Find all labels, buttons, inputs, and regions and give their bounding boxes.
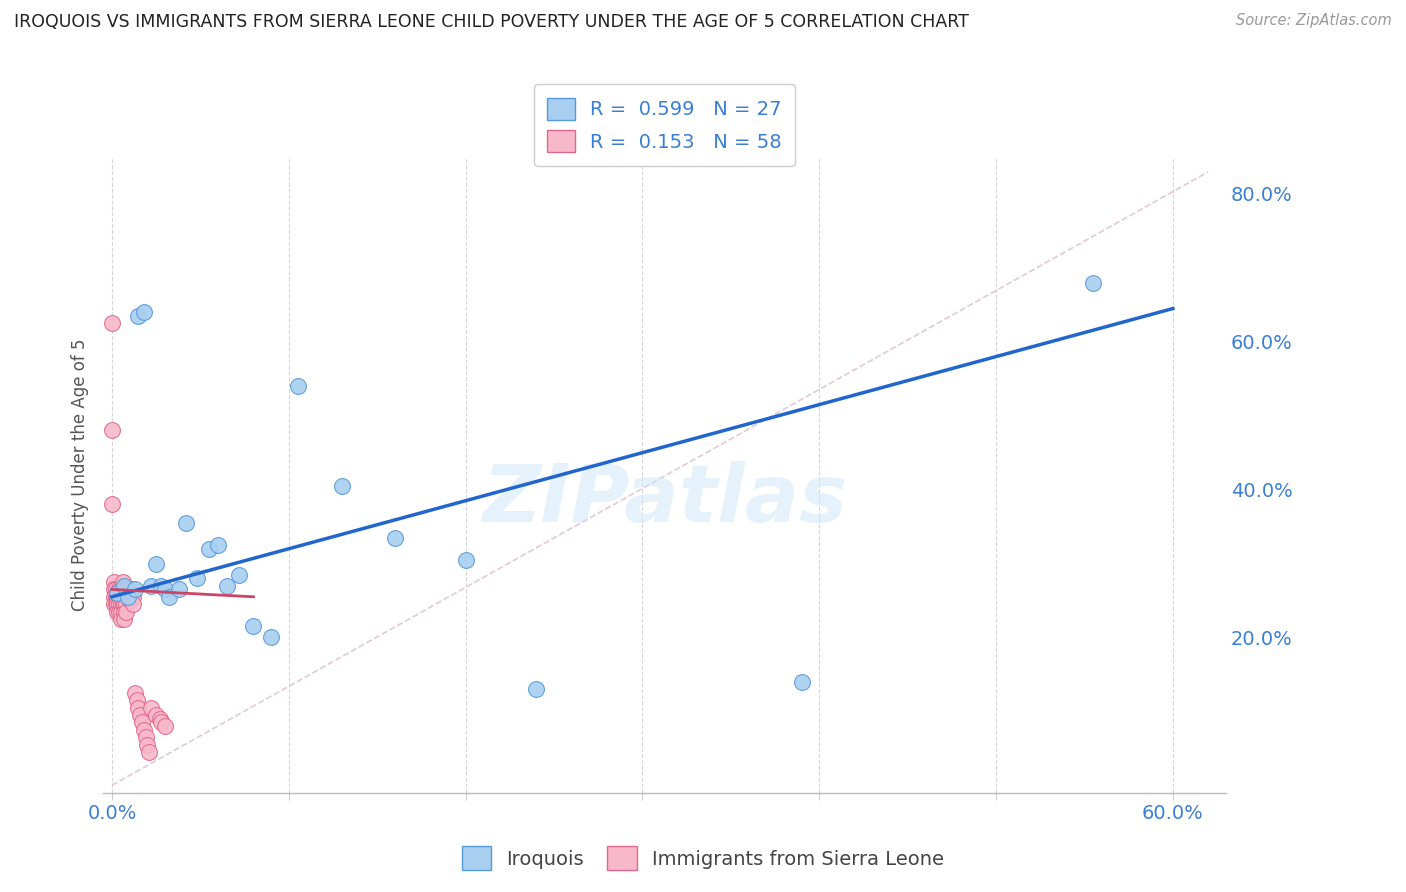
Point [198, 541, 221, 556]
Point [120, 582, 142, 597]
Point [117, 590, 139, 604]
Point [135, 731, 157, 745]
Point [186, 571, 208, 585]
Point [118, 593, 141, 607]
Point [104, 590, 127, 604]
Point [104, 582, 127, 597]
Point [112, 582, 135, 597]
Point [101, 316, 124, 330]
Point [115, 605, 138, 619]
Point [790, 674, 813, 689]
Point [115, 582, 138, 597]
Text: Source: ZipAtlas.com: Source: ZipAtlas.com [1236, 13, 1392, 29]
Point [124, 686, 146, 700]
Point [129, 708, 152, 723]
Point [330, 479, 353, 493]
Point [150, 715, 173, 730]
Point [108, 590, 131, 604]
Point [115, 590, 138, 604]
Point [112, 612, 135, 626]
Point [454, 553, 477, 567]
Point [128, 700, 150, 714]
Point [110, 612, 132, 626]
Point [103, 597, 125, 611]
Point [103, 574, 125, 589]
Point [167, 582, 190, 597]
Point [215, 579, 238, 593]
Point [136, 738, 159, 752]
Point [110, 605, 132, 619]
Point [260, 631, 283, 645]
Point [128, 309, 150, 323]
Point [174, 516, 197, 530]
Point [111, 574, 134, 589]
Point [1083, 276, 1105, 290]
Point [105, 605, 128, 619]
Point [117, 582, 139, 597]
Point [108, 597, 131, 611]
Point [149, 712, 172, 726]
Point [153, 719, 176, 733]
Point [287, 379, 309, 393]
Point [139, 579, 162, 593]
Point [132, 723, 155, 737]
Point [132, 305, 155, 319]
Point [207, 538, 229, 552]
Point [111, 597, 134, 611]
Text: IROQUOIS VS IMMIGRANTS FROM SIERRA LEONE CHILD POVERTY UNDER THE AGE OF 5 CORREL: IROQUOIS VS IMMIGRANTS FROM SIERRA LEONE… [14, 13, 969, 31]
Point [153, 582, 176, 597]
Point [131, 715, 153, 730]
Point [150, 579, 173, 593]
Text: ZIPatlas: ZIPatlas [482, 461, 846, 540]
Point [122, 597, 145, 611]
Point [157, 590, 180, 604]
Point [105, 597, 128, 611]
Point [112, 590, 135, 604]
Y-axis label: Child Poverty Under the Age of 5: Child Poverty Under the Age of 5 [72, 339, 89, 611]
Point [108, 605, 131, 619]
Point [110, 590, 132, 604]
Point [110, 597, 132, 611]
Point [242, 619, 264, 633]
Point [103, 590, 125, 604]
Point [104, 597, 127, 611]
Point [111, 582, 134, 597]
Point [384, 531, 406, 545]
Legend: Iroquois, Immigrants from Sierra Leone: Iroquois, Immigrants from Sierra Leone [454, 838, 952, 878]
Point [101, 424, 124, 438]
Point [228, 567, 250, 582]
Point [110, 582, 132, 597]
Point [103, 582, 125, 597]
Point [105, 586, 128, 600]
Point [111, 590, 134, 604]
Point [124, 582, 146, 597]
Point [112, 605, 135, 619]
Point [118, 586, 141, 600]
Point [145, 708, 167, 723]
Legend: R =  0.599   N = 27, R =  0.153   N = 58: R = 0.599 N = 27, R = 0.153 N = 58 [534, 84, 796, 166]
Point [108, 582, 131, 597]
Point [524, 682, 547, 697]
Point [101, 497, 124, 511]
Point [105, 590, 128, 604]
Point [138, 745, 160, 759]
Point [112, 579, 135, 593]
Point [112, 597, 135, 611]
Point [117, 590, 139, 604]
Point [115, 597, 138, 611]
Point [105, 586, 128, 600]
Point [122, 590, 145, 604]
Point [125, 693, 148, 707]
Point [139, 700, 162, 714]
Point [120, 590, 142, 604]
Point [145, 557, 167, 571]
